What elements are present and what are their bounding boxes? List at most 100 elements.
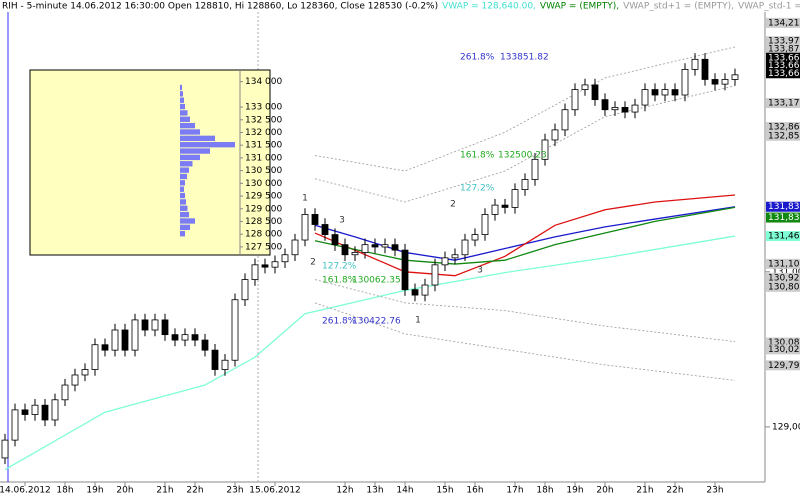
header-text: VWAP_std+1 = (EMPTY), xyxy=(623,2,734,12)
vwap-line xyxy=(314,302,736,381)
vwap-line xyxy=(314,194,736,277)
profile-bar xyxy=(180,218,195,224)
annotation: 3 xyxy=(477,266,483,276)
price-tag-label: 133,176 xyxy=(768,99,800,109)
candle-body xyxy=(271,261,279,268)
candle-body xyxy=(121,329,129,351)
y-tick-label: 129,000 xyxy=(772,422,800,432)
inset-y-tick-label: 134 000 xyxy=(245,77,282,87)
profile-bar xyxy=(180,97,184,103)
price-tag-label: 133,873 xyxy=(768,44,800,54)
candle-body xyxy=(611,106,619,111)
price-tag xyxy=(766,272,800,283)
x-tick-label: 15h xyxy=(436,486,453,494)
inset-y-tick-label: 129 500 xyxy=(245,192,282,202)
candle-body xyxy=(171,334,179,341)
profile-bar xyxy=(180,129,200,135)
profile-bar xyxy=(180,161,193,167)
profile-bar xyxy=(180,211,189,218)
candle-body xyxy=(231,299,239,361)
price-tag xyxy=(766,281,800,292)
candle-body xyxy=(71,374,79,386)
profile-bar xyxy=(180,173,187,180)
price-tag-label: 131,103 xyxy=(768,259,800,269)
candle-body xyxy=(511,189,519,208)
candle-body xyxy=(61,384,69,401)
candle-body xyxy=(601,99,609,111)
candle-body xyxy=(361,244,369,253)
price-tag xyxy=(766,43,800,54)
x-tick-label: 14h xyxy=(396,486,413,494)
candle-body xyxy=(191,334,199,341)
price-tag xyxy=(766,360,800,371)
candle-body xyxy=(661,89,669,96)
candle-body xyxy=(241,279,249,301)
price-tag-label: 130,922 xyxy=(768,273,800,283)
x-tick-label: 22h xyxy=(666,486,683,494)
price-tag-label: 132,866 xyxy=(768,123,800,133)
x-tick-label: 13h xyxy=(366,486,383,494)
candle-body xyxy=(101,344,109,351)
candle-body xyxy=(31,404,39,415)
header-text: VWAP_std-1 = (EMPTY), xyxy=(738,2,800,12)
profile-bar xyxy=(180,186,184,192)
candle-body xyxy=(1,439,9,459)
vwap-line xyxy=(314,85,736,203)
candle-body xyxy=(91,344,99,370)
candle-body xyxy=(451,254,459,259)
profile-bar xyxy=(180,180,185,186)
candle-body xyxy=(591,84,599,101)
x-tick-label: 18h xyxy=(536,486,553,494)
candle-body xyxy=(371,244,379,248)
x-tick-label: 20h xyxy=(596,486,613,494)
inset-y-tick-label: 127 500 xyxy=(245,242,282,252)
annotation: 130422.76 xyxy=(352,317,401,327)
candle-body xyxy=(631,104,639,113)
annotation: 261.8% xyxy=(322,317,357,327)
profile-bar xyxy=(180,110,188,116)
x-tick-label: 19h xyxy=(86,486,103,494)
candle-body xyxy=(161,319,169,336)
price-tag-label: 133,660 xyxy=(768,53,800,63)
annotation: 261.8% xyxy=(460,53,495,63)
candle-body xyxy=(291,239,299,256)
candle-body xyxy=(421,284,429,296)
price-tag-label: 131,839 xyxy=(768,202,800,212)
profile-bar xyxy=(180,148,210,154)
candle-body xyxy=(531,158,539,180)
candle-body xyxy=(391,244,399,251)
price-tag-label: 133,660 xyxy=(768,61,800,71)
candle-body xyxy=(151,319,159,331)
candle-body xyxy=(641,89,649,106)
x-tick-label: 15.06.2012 xyxy=(249,486,301,494)
candle-body xyxy=(541,139,549,160)
price-tag-label: 132,854 xyxy=(768,131,800,141)
price-tag xyxy=(766,130,800,141)
inset-y-tick-label: 129 000 xyxy=(245,204,282,214)
price-tag xyxy=(766,231,800,242)
price-tag xyxy=(766,60,800,71)
price-tag xyxy=(766,201,800,212)
annotation: 1 xyxy=(302,194,308,204)
vwap-line xyxy=(314,206,736,265)
x-tick-label: 23h xyxy=(706,486,723,494)
candle-body xyxy=(571,89,579,111)
candle-body xyxy=(561,109,569,131)
candle-body xyxy=(181,334,189,341)
x-tick-label: 20h xyxy=(116,486,133,494)
candle-body xyxy=(141,319,149,331)
candle-body xyxy=(311,214,319,225)
candle-body xyxy=(431,264,439,286)
annotation: 1 xyxy=(415,316,421,326)
inset-y-tick-label: 133 000 xyxy=(245,103,282,113)
vwap-line xyxy=(314,279,736,343)
candle-body xyxy=(411,289,419,296)
price-tag xyxy=(766,98,800,109)
profile-bar xyxy=(180,142,235,148)
candle-body xyxy=(21,409,29,415)
price-tag xyxy=(766,122,800,133)
price-tag-label: 130,027 xyxy=(768,345,800,355)
profile-bar xyxy=(180,205,188,211)
profile-bar xyxy=(180,167,189,173)
inset-y-tick-label: 132 000 xyxy=(245,128,282,138)
